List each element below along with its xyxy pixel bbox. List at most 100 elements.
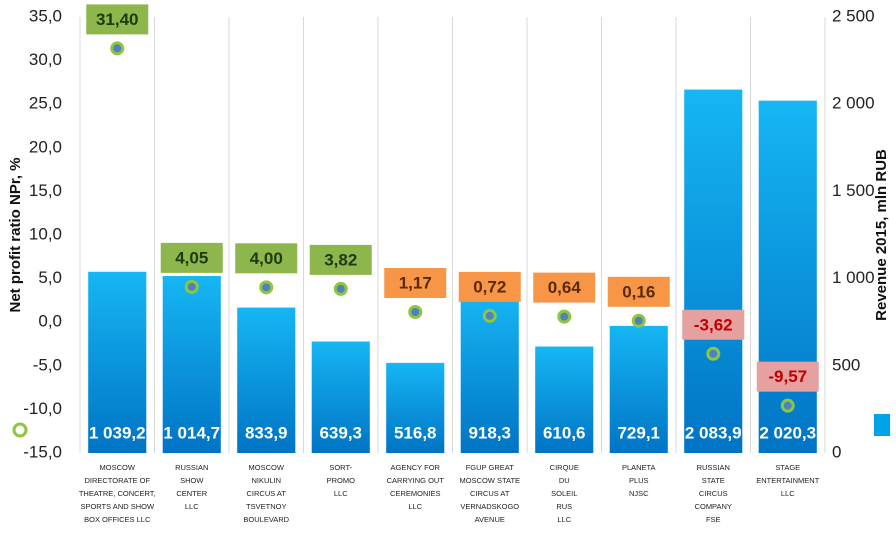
x-tick-label: DIRECTORATE OF bbox=[84, 476, 150, 485]
value-label: -9,57 bbox=[768, 367, 807, 386]
point bbox=[706, 346, 721, 361]
x-tick-label: RUSSIAN bbox=[697, 463, 730, 472]
value-label: 833,9 bbox=[245, 423, 288, 442]
y-tick-label: -5,0 bbox=[33, 355, 62, 374]
y-tick-label: 30,0 bbox=[29, 50, 62, 69]
y-tick-label: -15,0 bbox=[23, 442, 62, 461]
x-tick-label: STAGE bbox=[775, 463, 800, 472]
bar bbox=[758, 100, 817, 454]
label-box bbox=[533, 272, 596, 303]
legend-marker bbox=[874, 414, 890, 436]
bar bbox=[684, 89, 743, 453]
y2-tick-label: 1 500 bbox=[832, 181, 875, 200]
y-tick-label: 35,0 bbox=[29, 6, 62, 25]
x-tick-label: CARRYING OUT bbox=[387, 476, 445, 485]
bar bbox=[311, 341, 370, 453]
x-tick-label: ENTERTAINMENT bbox=[756, 476, 819, 485]
value-label: 0,64 bbox=[548, 278, 582, 297]
y2-tick-label: 0 bbox=[832, 442, 841, 461]
point bbox=[408, 304, 423, 319]
label-box bbox=[384, 267, 447, 298]
x-tick-label: CEREMONIES bbox=[390, 489, 440, 498]
value-label: 0,72 bbox=[473, 277, 506, 296]
value-label: 918,3 bbox=[468, 423, 511, 442]
x-tick-label: BOX OFFICES LLC bbox=[84, 515, 151, 524]
bar bbox=[162, 276, 221, 453]
y2-tick-label: 2 000 bbox=[832, 94, 875, 113]
x-tick-label: STATE bbox=[702, 476, 725, 485]
y-tick-label: 5,0 bbox=[38, 268, 62, 287]
value-label: 2 083,9 bbox=[685, 423, 742, 442]
x-tick-label: RUSSIAN bbox=[175, 463, 208, 472]
y2-tick-label: 2 500 bbox=[832, 6, 875, 25]
x-tick-label: DU bbox=[559, 476, 570, 485]
x-tick-label: AVENUE bbox=[475, 515, 505, 524]
value-label: 639,3 bbox=[319, 423, 362, 442]
label-box bbox=[86, 4, 149, 35]
y-tick-label: 25,0 bbox=[29, 94, 62, 113]
value-label: 1,17 bbox=[399, 273, 432, 292]
label-box bbox=[607, 276, 670, 307]
value-label: 1 014,7 bbox=[163, 423, 220, 442]
value-label: 729,1 bbox=[617, 423, 660, 442]
legend-marker bbox=[12, 422, 28, 438]
x-tick-label: NIKULIN bbox=[251, 476, 281, 485]
x-tick-label: CIRCUS bbox=[699, 489, 728, 498]
value-label: 610,6 bbox=[543, 423, 586, 442]
y-tick-label: 15,0 bbox=[29, 181, 62, 200]
y-tick-label: -10,0 bbox=[23, 399, 62, 418]
label-box bbox=[309, 244, 372, 275]
x-tick-label: AGENCY FOR bbox=[391, 463, 441, 472]
value-label: 31,40 bbox=[96, 10, 139, 29]
y2-axis-title: Revenue 2015, mln RUB bbox=[873, 149, 890, 321]
x-tick-label: FSE bbox=[706, 515, 721, 524]
x-tick-label: THEATRE, CONCERT, bbox=[79, 489, 156, 498]
x-tick-label: PLUS bbox=[629, 476, 649, 485]
x-tick-label: LLC bbox=[334, 489, 348, 498]
bar bbox=[237, 307, 296, 453]
value-label: -3,62 bbox=[694, 315, 733, 334]
value-label: 0,16 bbox=[622, 282, 655, 301]
point bbox=[780, 398, 795, 413]
value-label: 3,82 bbox=[324, 250, 357, 269]
point bbox=[110, 41, 125, 56]
value-label: 2 020,3 bbox=[759, 423, 816, 442]
x-tick-label: RUS bbox=[556, 502, 572, 511]
point bbox=[259, 280, 274, 295]
bar bbox=[535, 346, 594, 453]
x-tick-label: SOLEIL bbox=[551, 489, 577, 498]
y-tick-label: 20,0 bbox=[29, 137, 62, 156]
label-box bbox=[458, 271, 521, 302]
label-box bbox=[160, 242, 223, 273]
y2-tick-label: 500 bbox=[832, 355, 860, 374]
x-tick-label: SHOW bbox=[180, 476, 204, 485]
x-tick-label: LLC bbox=[185, 502, 199, 511]
x-tick-label: MOSCOW bbox=[100, 463, 136, 472]
point bbox=[482, 308, 497, 323]
bar bbox=[609, 325, 668, 453]
point bbox=[631, 313, 646, 328]
y2-tick-label: 1 000 bbox=[832, 268, 875, 287]
point bbox=[557, 309, 572, 324]
bar bbox=[88, 271, 147, 453]
point bbox=[333, 281, 348, 296]
x-tick-label: PROMO bbox=[327, 476, 356, 485]
x-tick-label: PLANETA bbox=[622, 463, 656, 472]
x-tick-label: CIRCUS AT bbox=[247, 489, 287, 498]
bar bbox=[386, 362, 445, 453]
x-tick-label: LLC bbox=[781, 489, 795, 498]
value-label: 1 039,2 bbox=[89, 423, 146, 442]
y-tick-label: 10,0 bbox=[29, 224, 62, 243]
x-tick-label: LLC bbox=[557, 515, 571, 524]
x-tick-label: CIRCUS AT bbox=[470, 489, 510, 498]
x-tick-label: COMPANY bbox=[695, 502, 732, 511]
point bbox=[184, 279, 199, 294]
value-label: 4,05 bbox=[175, 248, 208, 267]
x-tick-label: LLC bbox=[408, 502, 422, 511]
y-tick-label: 0,0 bbox=[38, 312, 62, 331]
value-label: 516,8 bbox=[394, 423, 437, 442]
x-tick-label: MOSCOW STATE bbox=[459, 476, 520, 485]
x-tick-label: CENTER bbox=[176, 489, 207, 498]
x-tick-label: MOSCOW bbox=[249, 463, 285, 472]
